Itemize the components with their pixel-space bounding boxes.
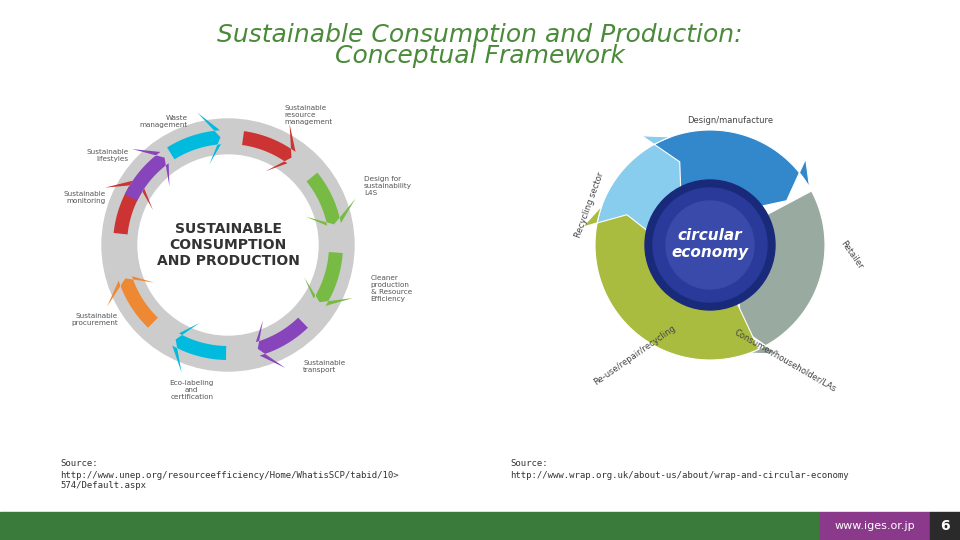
Text: Consumer/householder/LAs: Consumer/householder/LAs — [732, 327, 837, 393]
Text: economy: economy — [671, 246, 749, 260]
Polygon shape — [108, 276, 157, 328]
Text: Re-use/repair/recycling: Re-use/repair/recycling — [592, 323, 678, 387]
Circle shape — [653, 188, 767, 302]
Polygon shape — [583, 206, 758, 360]
Polygon shape — [595, 136, 688, 302]
Polygon shape — [242, 124, 296, 171]
Text: Design/manufacture: Design/manufacture — [687, 116, 773, 125]
Text: Sustainable
lifestyles: Sustainable lifestyles — [86, 148, 129, 161]
Text: Waste
management: Waste management — [139, 115, 188, 128]
Text: Retailer: Retailer — [838, 239, 864, 271]
Bar — [820, 512, 930, 540]
Text: Cleaner
production
& Resource
Efficiency: Cleaner production & Resource Efficiency — [371, 275, 412, 302]
Polygon shape — [125, 149, 169, 201]
Text: Source:: Source: — [510, 460, 547, 469]
Text: Conceptual Framework: Conceptual Framework — [335, 44, 625, 68]
Bar — [0, 512, 820, 540]
Text: 574/Default.aspx: 574/Default.aspx — [60, 482, 146, 490]
Text: Design for
sustainability
L4S: Design for sustainability L4S — [364, 176, 412, 196]
Text: Sustainable Consumption and Production:: Sustainable Consumption and Production: — [217, 23, 743, 47]
Text: AND PRODUCTION: AND PRODUCTION — [156, 254, 300, 268]
Text: circular: circular — [678, 227, 742, 242]
Polygon shape — [732, 191, 825, 354]
Text: http://www.wrap.org.uk/about-us/about/wrap-and-circular-economy: http://www.wrap.org.uk/about-us/about/wr… — [510, 470, 849, 480]
Text: Sustainable
transport: Sustainable transport — [303, 360, 346, 373]
Bar — [930, 512, 960, 540]
Polygon shape — [105, 181, 153, 234]
Polygon shape — [304, 252, 353, 306]
Text: Sustainable
resource
management: Sustainable resource management — [284, 105, 332, 125]
Text: Source:: Source: — [60, 460, 98, 469]
Circle shape — [645, 180, 775, 310]
Text: Sustainable
procurement: Sustainable procurement — [71, 313, 118, 326]
Polygon shape — [255, 318, 308, 368]
Text: Eco-labeling
and
certification: Eco-labeling and certification — [170, 380, 214, 400]
Text: Recycling sector: Recycling sector — [574, 171, 606, 239]
Text: SUSTAINABLE: SUSTAINABLE — [175, 222, 281, 236]
Text: www.iges.or.jp: www.iges.or.jp — [834, 521, 915, 531]
Polygon shape — [606, 130, 809, 219]
Circle shape — [666, 201, 754, 289]
Text: CONSUMPTION: CONSUMPTION — [169, 238, 287, 252]
Circle shape — [138, 155, 318, 335]
Text: 6: 6 — [940, 519, 949, 533]
Polygon shape — [167, 113, 221, 164]
Text: http://www.unep.org/resourceefficiency/Home/WhatisSCP/tabid/10>: http://www.unep.org/resourceefficiency/H… — [60, 470, 398, 480]
Polygon shape — [306, 173, 355, 226]
Text: Sustainable
monitoring: Sustainable monitoring — [63, 191, 106, 204]
Polygon shape — [172, 323, 227, 373]
Circle shape — [102, 119, 354, 371]
